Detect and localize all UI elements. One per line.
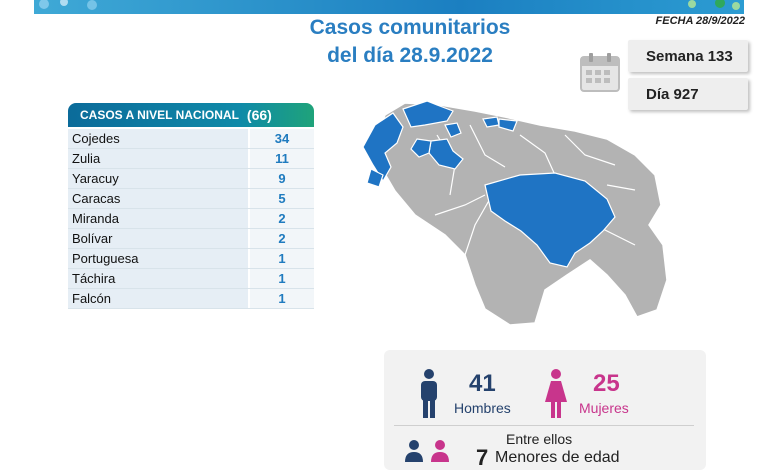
state-cases: 1 — [248, 289, 314, 308]
venezuela-map — [362, 100, 668, 326]
women-count: 25 — [593, 370, 620, 397]
table-row: Táchira 1 — [68, 269, 314, 289]
cases-table: Cojedes 34 Zulia 11 Yaracuy 9 Caracas 5 … — [68, 129, 314, 309]
right-margin — [744, 0, 780, 470]
men-label: Hombres — [454, 400, 511, 416]
men-count: 41 — [469, 370, 496, 397]
woman-icon — [545, 369, 567, 418]
state-cases: 11 — [248, 149, 314, 168]
top-band — [34, 0, 744, 14]
children-icon — [405, 440, 449, 462]
women-label: Mujeres — [579, 400, 629, 416]
state-name: Bolívar — [68, 229, 248, 248]
date-label: FECHA 28/9/2022 — [655, 15, 745, 27]
minors-count: 7 — [476, 445, 489, 470]
left-margin — [0, 0, 34, 470]
demographics-background — [384, 350, 706, 470]
table-row: Bolívar 2 — [68, 229, 314, 249]
state-name: Portuguesa — [68, 249, 248, 268]
title-line-1: Casos comunitarios — [309, 16, 511, 39]
state-name: Falcón — [68, 289, 248, 308]
calendar-icon — [580, 53, 620, 92]
map-state-zulia — [362, 112, 404, 183]
national-cases-header: CASOS A NIVEL NACIONAL (66) — [68, 103, 314, 127]
state-name: Táchira — [68, 269, 248, 288]
among-label: Entre ellos — [506, 431, 573, 447]
table-row: Miranda 2 — [68, 209, 314, 229]
map-state-falcon — [402, 100, 454, 128]
state-cases: 34 — [248, 129, 314, 148]
map-state-yaracuy — [444, 122, 462, 138]
table-row: Falcón 1 — [68, 289, 314, 309]
state-cases: 5 — [248, 189, 314, 208]
map-state-miranda — [498, 118, 518, 132]
table-row: Portuguesa 1 — [68, 249, 314, 269]
title-line-2: del día 28.9.2022 — [327, 44, 493, 67]
map-state-cojedes — [428, 138, 464, 170]
table-total: (66) — [246, 107, 272, 123]
table-row: Zulia 11 — [68, 149, 314, 169]
state-cases: 1 — [248, 249, 314, 268]
virus-decoration-icon — [39, 0, 97, 10]
minors-label: Menores de edad — [495, 449, 620, 466]
virus-decoration-icon — [688, 0, 740, 10]
state-name: Miranda — [68, 209, 248, 228]
state-name: Cojedes — [68, 129, 248, 148]
table-title: CASOS A NIVEL NACIONAL — [80, 108, 239, 122]
state-cases: 2 — [248, 209, 314, 228]
day-badge: Día 927 — [628, 78, 748, 110]
map-state-bolivar — [484, 172, 616, 268]
state-cases: 2 — [248, 229, 314, 248]
man-icon — [421, 369, 437, 418]
table-row: Yaracuy 9 — [68, 169, 314, 189]
state-name: Zulia — [68, 149, 248, 168]
state-name: Caracas — [68, 189, 248, 208]
demographics-panel: 41 Hombres 25 Mujeres Entre ellos 7 Meno… — [384, 350, 706, 470]
week-badge: Semana 133 — [628, 40, 748, 72]
map-state-portuguesa — [410, 138, 432, 158]
page-title: Casos comunitarios del día 28.9.2022 — [255, 14, 565, 70]
divider — [394, 425, 694, 426]
state-cases: 1 — [248, 269, 314, 288]
state-cases: 9 — [248, 169, 314, 188]
state-name: Yaracuy — [68, 169, 248, 188]
table-row: Caracas 5 — [68, 189, 314, 209]
map-state-tachira — [366, 168, 384, 188]
table-row: Cojedes 34 — [68, 129, 314, 149]
